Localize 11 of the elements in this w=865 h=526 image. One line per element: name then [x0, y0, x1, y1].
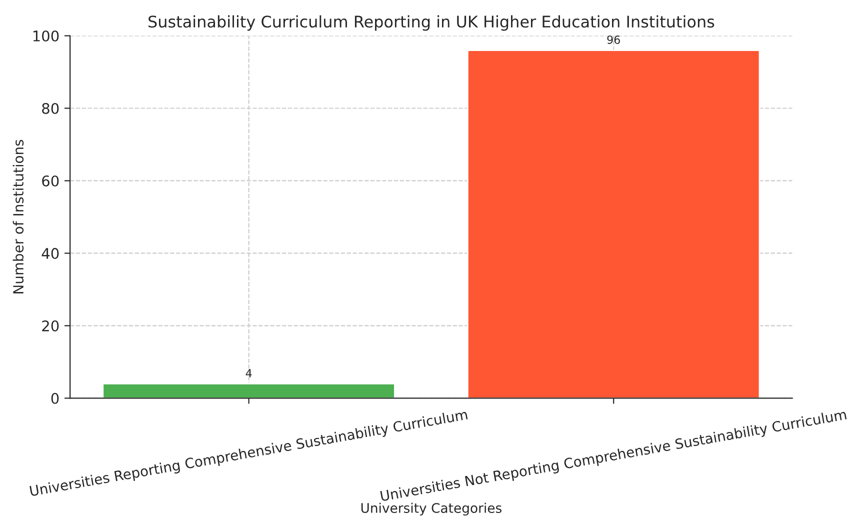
data-label: 96	[607, 36, 620, 44]
y-tick-label: 20	[42, 320, 59, 332]
y-tick-label: 100	[33, 30, 59, 42]
y-tick-label: 80	[42, 102, 59, 114]
y-tick-label: 0	[51, 392, 59, 404]
y-axis-title: Number of Institutions	[12, 140, 24, 294]
y-tick-label: 40	[42, 248, 59, 259]
data-label: 4	[246, 369, 252, 378]
chart-title: Sustainability Curriculum Reporting in UK Higher Education Institutions	[148, 15, 714, 31]
y-tick-label: 60	[42, 175, 59, 186]
x-axis-title: University Categories	[361, 502, 502, 516]
